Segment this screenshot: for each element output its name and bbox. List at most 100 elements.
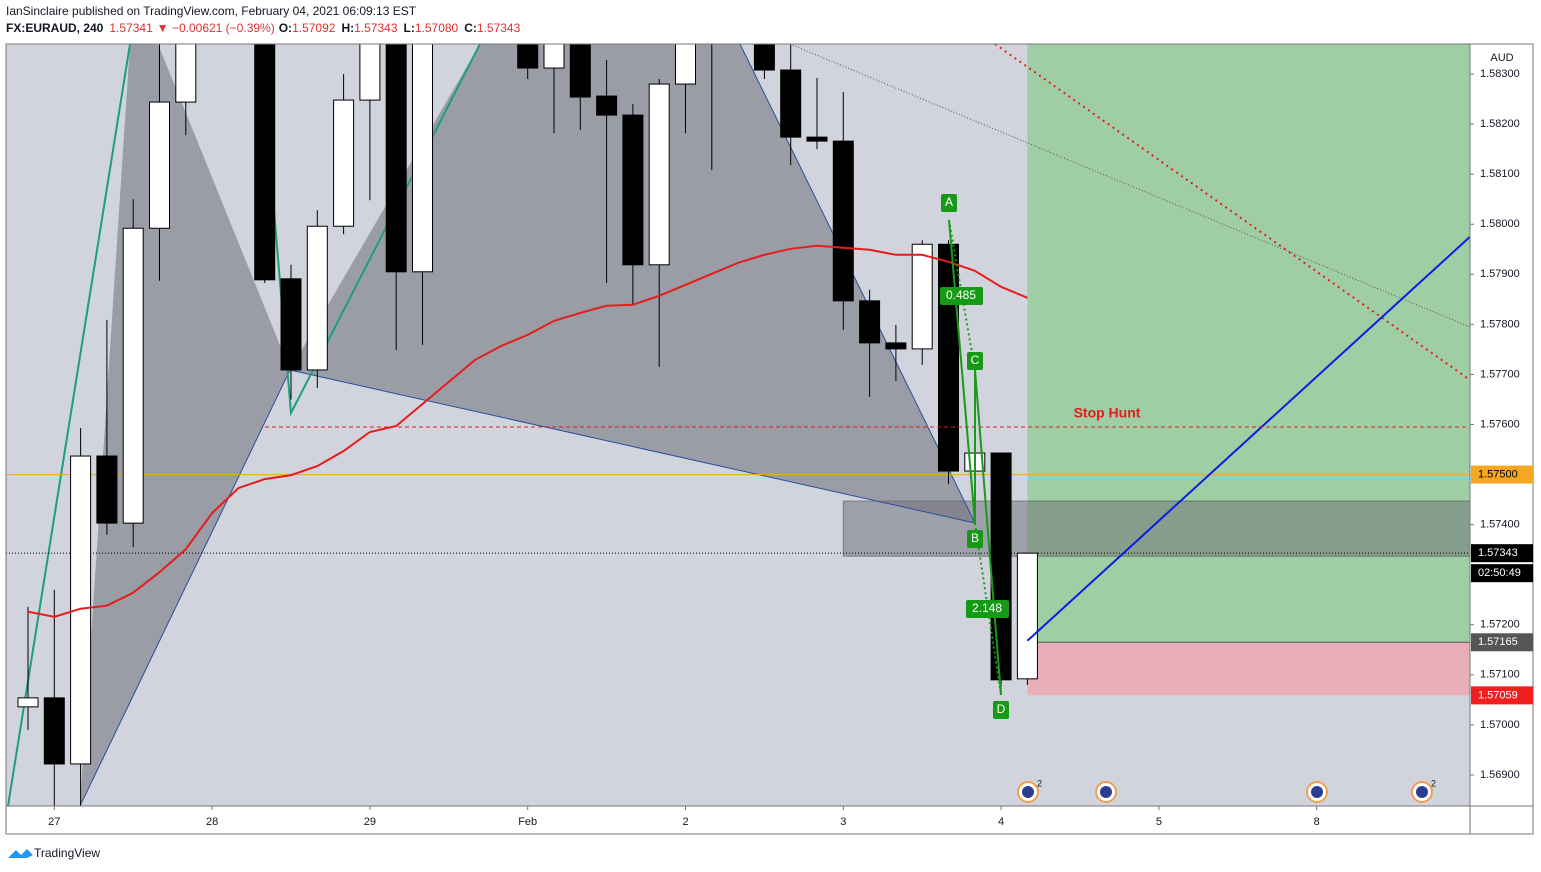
ohlc-label: H: (341, 21, 354, 35)
candle-body (1016, 552, 1038, 680)
candle-body (622, 114, 644, 266)
y-tick-label: 1.57200 (1480, 619, 1520, 631)
y-tick-label: 1.57400 (1480, 519, 1520, 531)
price-tag (1471, 633, 1533, 652)
candle-body (412, 44, 433, 273)
ohlc-value: 1.57080 (415, 21, 459, 35)
candle-body (911, 243, 933, 350)
candle-body (149, 101, 170, 229)
x-tick-label: 29 (364, 816, 376, 828)
abcd-line (948, 219, 1002, 696)
event-badge: 2 (1431, 778, 1436, 788)
candle-body (702, 24, 722, 29)
candle-body (333, 99, 355, 227)
x-tick-label: 4 (998, 816, 1004, 828)
ohlc-value: 1.57343 (354, 21, 398, 35)
candle-body (43, 697, 65, 765)
x-tick-label: 2 (682, 816, 688, 828)
y-tick-label: 1.57900 (1480, 268, 1520, 280)
candle-body (990, 452, 1012, 681)
stop-zone (1027, 642, 1470, 696)
ohlc-label: O: (279, 21, 292, 35)
price-tag-label: 1.57343 (1478, 547, 1518, 559)
event-flag (1022, 786, 1034, 798)
candle-body (675, 44, 696, 85)
label-box (941, 194, 957, 212)
moving-average (27, 244, 1028, 618)
annotation: Stop Hunt (1074, 405, 1141, 421)
x-tick-label: 3 (840, 816, 846, 828)
price-tag (1471, 465, 1533, 484)
price-tag (1471, 686, 1533, 705)
y-tick-label: 1.57700 (1480, 368, 1520, 380)
ratio-label: 2.148 (972, 601, 1002, 615)
price-tag-label: 1.57500 (1478, 468, 1518, 480)
price: 1.57341 (109, 21, 153, 35)
candle-body (780, 69, 802, 138)
header-line: FX:EURAUD, 240 1.57341 ▼ −0.00621 (−0.39%)… (6, 21, 521, 35)
y-tick-label: 1.58000 (1480, 218, 1520, 230)
x-tick-label: 8 (1314, 816, 1320, 828)
y-tick-label: 1.57600 (1480, 418, 1520, 430)
candle-body (306, 225, 328, 371)
candle-body (359, 44, 381, 101)
pattern-label: B (971, 531, 979, 545)
dotted-trend (994, 44, 1470, 381)
candle-body (648, 83, 670, 266)
y-tick-label: 1.58100 (1480, 168, 1520, 180)
y-tick-label: 1.57100 (1480, 669, 1520, 681)
price-tag-label: 1.57059 (1478, 689, 1518, 701)
ohlc-value: 1.57092 (292, 21, 336, 35)
pattern-labels: A B C D 0.485 2.148 (940, 194, 1009, 719)
ohlc-label: L: (404, 21, 415, 35)
y-tick-label: 1.58200 (1480, 118, 1520, 130)
pattern-edge (739, 44, 976, 524)
candle-body (122, 227, 144, 524)
pattern-label: A (945, 195, 953, 209)
countdown-tag (1471, 564, 1533, 583)
label-box (967, 352, 983, 370)
ohlc-label: C: (464, 21, 477, 35)
label-box (967, 530, 983, 548)
label-box (993, 701, 1009, 719)
x-tick-label: 27 (48, 816, 60, 828)
label-box (940, 287, 983, 305)
candle-body (175, 44, 197, 103)
y-tick-label: 1.57000 (1480, 719, 1520, 731)
events: 2 2 (1017, 778, 1436, 803)
candle-body (17, 697, 39, 708)
x-tick-label: 5 (1156, 816, 1162, 828)
candle-body (569, 44, 591, 98)
candle-body (832, 140, 854, 302)
candle-body (70, 455, 92, 765)
event-flag (1100, 786, 1112, 798)
footer-brand: TradingView (34, 846, 100, 860)
event-flag (1311, 786, 1323, 798)
change: ▼ −0.00621 (−0.39%) (157, 21, 275, 35)
currency: AUD (1490, 52, 1513, 64)
ohlc-value: 1.57343 (477, 21, 521, 35)
ratio-label: 0.485 (946, 288, 976, 302)
candle-body (385, 44, 407, 273)
price-tag (1471, 544, 1533, 563)
candle-body (885, 342, 907, 350)
price-tag-label: 1.57165 (1478, 636, 1518, 648)
pattern-label: D (997, 702, 1006, 716)
candle-body (517, 44, 539, 69)
candle-body (938, 243, 959, 472)
candle-body (753, 44, 775, 71)
event-flag (1416, 786, 1428, 798)
candle-body (806, 136, 828, 142)
logo (8, 849, 33, 858)
candle-body (280, 278, 302, 371)
pattern-label: C (971, 353, 980, 367)
candle-body (859, 300, 881, 344)
trend-line (1026, 236, 1470, 642)
y-tick-label: 1.56900 (1480, 769, 1520, 781)
frame (5, 43, 1534, 835)
event-badge: 2 (1037, 778, 1042, 788)
x-tick-label: 28 (206, 816, 218, 828)
x-tick-label: Feb (518, 816, 537, 828)
label-box (966, 600, 1009, 618)
